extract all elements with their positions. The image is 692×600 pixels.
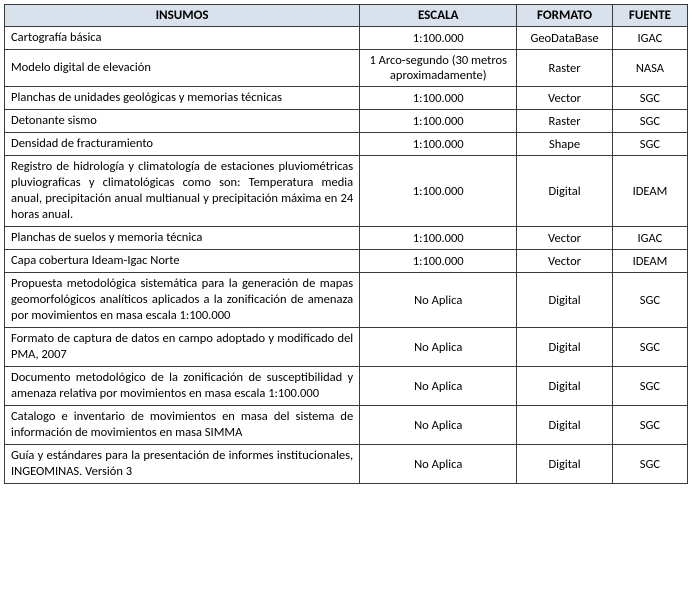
cell-escala: 1:100.000 (360, 227, 517, 250)
cell-escala: No Aplica (360, 406, 517, 445)
cell-insumo: Propuesta metodológica sistemática para … (5, 273, 360, 328)
cell-insumo: Planchas de unidades geológicas y memori… (5, 87, 360, 110)
cell-insumo: Catalogo e inventario de movimientos en … (5, 406, 360, 445)
cell-escala: No Aplica (360, 328, 517, 367)
table-row: Capa cobertura Ideam-Igac Norte1:100.000… (5, 250, 688, 273)
col-header-formato: FORMATO (517, 5, 613, 27)
table-row: Registro de hidrología y climatología de… (5, 156, 688, 227)
cell-insumo: Capa cobertura Ideam-Igac Norte (5, 250, 360, 273)
cell-escala: 1:100.000 (360, 87, 517, 110)
cell-formato: Digital (517, 273, 613, 328)
table-row: Guía y estándares para la presentación d… (5, 445, 688, 484)
cell-fuente: SGC (612, 445, 687, 484)
cell-insumo: Formato de captura de datos en campo ado… (5, 328, 360, 367)
cell-escala: No Aplica (360, 367, 517, 406)
table-row: Planchas de unidades geológicas y memori… (5, 87, 688, 110)
cell-escala: 1:100.000 (360, 27, 517, 50)
cell-fuente: IGAC (612, 227, 687, 250)
cell-fuente: SGC (612, 406, 687, 445)
col-header-fuente: FUENTE (612, 5, 687, 27)
cell-escala: 1:100.000 (360, 133, 517, 156)
table-row: Documento metodológico de la zonificació… (5, 367, 688, 406)
cell-escala: 1:100.000 (360, 250, 517, 273)
cell-insumo: Documento metodológico de la zonificació… (5, 367, 360, 406)
cell-formato: GeoDataBase (517, 27, 613, 50)
cell-formato: Shape (517, 133, 613, 156)
cell-fuente: SGC (612, 87, 687, 110)
cell-formato: Digital (517, 445, 613, 484)
cell-formato: Digital (517, 367, 613, 406)
cell-insumo: Planchas de suelos y memoria técnica (5, 227, 360, 250)
table-row: Cartografía básica1:100.000GeoDataBaseIG… (5, 27, 688, 50)
cell-escala: No Aplica (360, 445, 517, 484)
cell-insumo: Guía y estándares para la presentación d… (5, 445, 360, 484)
table-head: INSUMOS ESCALA FORMATO FUENTE (5, 5, 688, 27)
cell-fuente: SGC (612, 328, 687, 367)
cell-formato: Raster (517, 110, 613, 133)
cell-formato: Digital (517, 328, 613, 367)
table-row: Propuesta metodológica sistemática para … (5, 273, 688, 328)
cell-escala: No Aplica (360, 273, 517, 328)
cell-formato: Raster (517, 50, 613, 87)
col-header-insumos: INSUMOS (5, 5, 360, 27)
cell-insumo: Densidad de fracturamiento (5, 133, 360, 156)
cell-insumo: Registro de hidrología y climatología de… (5, 156, 360, 227)
table-body: Cartografía básica1:100.000GeoDataBaseIG… (5, 27, 688, 484)
table-row: Catalogo e inventario de movimientos en … (5, 406, 688, 445)
cell-insumo: Cartografía básica (5, 27, 360, 50)
cell-escala: 1 Arco-segundo (30 metros aproximadament… (360, 50, 517, 87)
cell-formato: Vector (517, 87, 613, 110)
cell-escala: 1:100.000 (360, 156, 517, 227)
cell-fuente: IDEAM (612, 250, 687, 273)
cell-fuente: IDEAM (612, 156, 687, 227)
header-row: INSUMOS ESCALA FORMATO FUENTE (5, 5, 688, 27)
col-header-escala: ESCALA (360, 5, 517, 27)
cell-fuente: SGC (612, 110, 687, 133)
cell-insumo: Modelo digital de elevación (5, 50, 360, 87)
table-row: Planchas de suelos y memoria técnica1:10… (5, 227, 688, 250)
table-row: Modelo digital de elevación1 Arco-segund… (5, 50, 688, 87)
table-row: Detonante sismo1:100.000RasterSGC (5, 110, 688, 133)
insumos-table: INSUMOS ESCALA FORMATO FUENTE Cartografí… (4, 4, 688, 484)
cell-fuente: IGAC (612, 27, 687, 50)
cell-formato: Digital (517, 156, 613, 227)
cell-formato: Vector (517, 250, 613, 273)
cell-formato: Vector (517, 227, 613, 250)
cell-fuente: SGC (612, 367, 687, 406)
cell-formato: Digital (517, 406, 613, 445)
table-row: Densidad de fracturamiento1:100.000Shape… (5, 133, 688, 156)
cell-escala: 1:100.000 (360, 110, 517, 133)
cell-fuente: SGC (612, 273, 687, 328)
cell-insumo: Detonante sismo (5, 110, 360, 133)
cell-fuente: NASA (612, 50, 687, 87)
table-row: Formato de captura de datos en campo ado… (5, 328, 688, 367)
cell-fuente: SGC (612, 133, 687, 156)
